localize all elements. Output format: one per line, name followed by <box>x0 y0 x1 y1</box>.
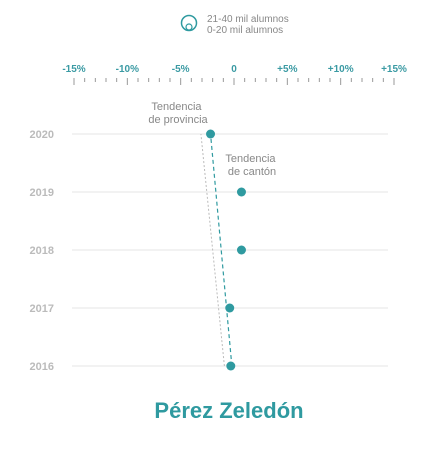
trend-provincia-line <box>200 133 225 367</box>
legend-entry-small: 0-20 mil alumnos <box>207 25 283 36</box>
x-tick-label: +15% <box>381 64 407 75</box>
year-label-2020: 2020 <box>30 129 54 141</box>
year-label-2019: 2019 <box>30 187 54 199</box>
chart-title: Pérez Zeledón <box>154 398 303 423</box>
legend: 21-40 mil alumnos 0-20 mil alumnos <box>180 14 289 36</box>
legend-small-circle-icon <box>185 23 193 31</box>
x-tick-label: -15% <box>62 64 85 75</box>
annotation-provincia-line-1: Tendencia <box>151 101 202 113</box>
annotation-provincia-line-2: de provincia <box>148 114 208 126</box>
data-point-2019 <box>236 187 246 197</box>
annotation-canton-line-1: Tendencia <box>225 153 276 165</box>
x-tick-label: 0 <box>231 64 237 75</box>
data-point-2018 <box>236 245 246 255</box>
year-labels: 2020 2019 2018 2017 2016 <box>30 129 54 373</box>
data-point-2020 <box>206 129 216 139</box>
annotation-provincia: Tendencia de provincia <box>148 101 208 126</box>
year-label-2018: 2018 <box>30 245 54 257</box>
x-tick-label: -10% <box>116 64 139 75</box>
x-tick-label: +10% <box>328 64 354 75</box>
annotation-canton-line-2: de cantón <box>228 166 276 178</box>
x-tick-label: +5% <box>277 64 297 75</box>
data-point-2017 <box>225 303 235 313</box>
x-tick-label: -5% <box>172 64 190 75</box>
data-point-2016 <box>226 361 236 371</box>
legend-entry-large: 21-40 mil alumnos <box>207 14 289 25</box>
annotation-canton: Tendencia de cantón <box>225 153 278 178</box>
trend-canton-line <box>209 133 233 367</box>
legend-large-circle-icon <box>180 14 198 32</box>
data-points <box>206 129 246 371</box>
year-label-2016: 2016 <box>30 361 54 373</box>
x-axis: -15% -10% -5% 0 +5% +10% +15% <box>62 64 407 85</box>
year-label-2017: 2017 <box>30 303 54 315</box>
